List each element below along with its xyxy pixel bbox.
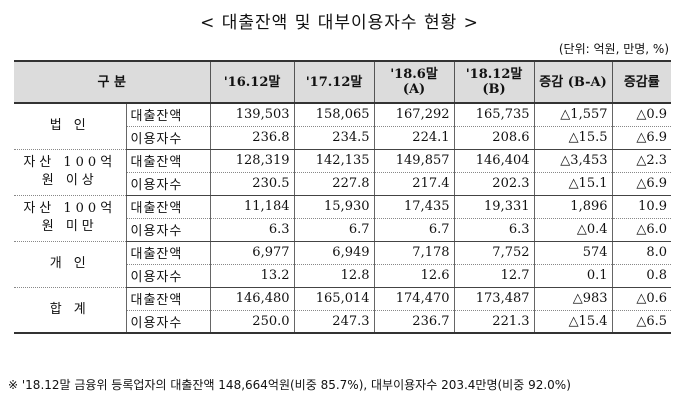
cell-change: △983 xyxy=(533,287,613,311)
cell-c2: 142,135 xyxy=(293,149,375,173)
header-category: 구 분 xyxy=(14,60,211,104)
cell-rate: 8.0 xyxy=(611,241,672,265)
cell-c1: 6.3 xyxy=(209,218,295,242)
row-label: 이용자수 xyxy=(125,264,211,288)
table-row: 자산 100억원 미만 대출잔액 11,184 15,930 17,435 19,331 1… xyxy=(14,195,672,242)
cell-c2: 6.7 xyxy=(293,218,375,242)
loan-status-table: 구 분 '16.12말 '17.12말 '18.6말 (A) '18.12말 (… xyxy=(14,60,672,334)
cell-change: △0.4 xyxy=(533,218,613,242)
cell-c3: 149,857 xyxy=(373,149,455,173)
cell-c4: 146,404 xyxy=(453,149,535,173)
cell-change: △15.4 xyxy=(533,310,613,334)
row-label: 대출잔액 xyxy=(125,195,211,219)
cell-c3: 12.6 xyxy=(373,264,455,288)
cell-c2: 6,949 xyxy=(293,241,375,265)
cell-c4: 19,331 xyxy=(453,195,535,219)
cell-change: △15.1 xyxy=(533,172,613,196)
row-label: 대출잔액 xyxy=(125,241,211,265)
cell-c4: 12.7 xyxy=(453,264,535,288)
cell-c3: 174,470 xyxy=(373,287,455,311)
cell-rate: 0.8 xyxy=(611,264,672,288)
cell-rate: △0.9 xyxy=(611,103,672,127)
cell-change: 1,896 xyxy=(533,195,613,219)
header-c2: '17.12말 xyxy=(293,60,375,104)
cell-change: △3,453 xyxy=(533,149,613,173)
cell-c2: 12.8 xyxy=(293,264,375,288)
cell-c1: 230.5 xyxy=(209,172,295,196)
table-body: 법 인 대출잔액 139,503 158,065 167,292 165,735 △1,55… xyxy=(14,103,672,334)
table-row: 자산 100억원 이상 대출잔액 128,319 142,135 149,857 146,… xyxy=(14,149,672,196)
cell-rate: △6.5 xyxy=(611,310,672,334)
cell-rate: △6.9 xyxy=(611,172,672,196)
group-label: 자산 100억원 이상 xyxy=(14,149,126,196)
row-label: 이용자수 xyxy=(125,172,211,196)
cell-rate: △2.3 xyxy=(611,149,672,173)
cell-change: 0.1 xyxy=(533,264,613,288)
header-c3: '18.6말 (A) xyxy=(373,60,455,104)
cell-rate: △6.0 xyxy=(611,218,672,242)
cell-c1: 236.8 xyxy=(209,126,295,150)
page-title: < 대출잔액 및 대부이용자수 현황 > xyxy=(200,13,479,33)
table-row: 이용자수 6.3 6.7 6.7 6.3 △0.4 △6.0 xyxy=(14,218,672,242)
unit-note: (단위: 억원, 만명, %) xyxy=(558,42,669,56)
header-rate: 증감률 xyxy=(611,60,672,104)
group-label: 합 계 xyxy=(14,287,126,334)
cell-c3: 224.1 xyxy=(373,126,455,150)
group-label: 개 인 xyxy=(14,241,126,288)
row-label: 대출잔액 xyxy=(125,149,211,173)
cell-c1: 128,319 xyxy=(209,149,295,173)
row-label: 이용자수 xyxy=(125,126,211,150)
cell-c1: 250.0 xyxy=(209,310,295,334)
cell-change: 574 xyxy=(533,241,613,265)
cell-rate: 10.9 xyxy=(611,195,672,219)
cell-c1: 139,503 xyxy=(209,103,295,127)
cell-c4: 173,487 xyxy=(453,287,535,311)
group-label: 자산 100억원 미만 xyxy=(14,195,126,242)
row-label: 이용자수 xyxy=(125,310,211,334)
cell-c4: 165,735 xyxy=(453,103,535,127)
cell-c3: 217.4 xyxy=(373,172,455,196)
header-change: 증감 (B-A) xyxy=(533,60,613,104)
footnote: ※ '18.12말 금융위 등록업자의 대출잔액 148,664억원(비중 85… xyxy=(8,378,571,392)
group-label: 법 인 xyxy=(14,103,126,150)
cell-c3: 17,435 xyxy=(373,195,455,219)
cell-c3: 167,292 xyxy=(373,103,455,127)
row-label: 대출잔액 xyxy=(125,287,211,311)
cell-c1: 6,977 xyxy=(209,241,295,265)
cell-c4: 6.3 xyxy=(453,218,535,242)
cell-change: △1,557 xyxy=(533,103,613,127)
header-c1: '16.12말 xyxy=(209,60,295,104)
cell-c4: 221.3 xyxy=(453,310,535,334)
cell-c2: 158,065 xyxy=(293,103,375,127)
cell-change: △15.5 xyxy=(533,126,613,150)
cell-c1: 146,480 xyxy=(209,287,295,311)
cell-c3: 236.7 xyxy=(373,310,455,334)
table-row: 법 인 대출잔액 139,503 158,065 167,292 165,735 △1,55… xyxy=(14,103,672,150)
cell-rate: △0.6 xyxy=(611,287,672,311)
table-row: 이용자수 236.8 234.5 224.1 208.6 △15.5 △6.9 xyxy=(14,126,672,150)
cell-rate: △6.9 xyxy=(611,126,672,150)
cell-c3: 7,178 xyxy=(373,241,455,265)
table-row: 이용자수 230.5 227.8 217.4 202.3 △15.1 △6.9 xyxy=(14,172,672,196)
table-row: 합 계 대출잔액 146,480 165,014 174,470 173,487 △983 △… xyxy=(14,287,672,334)
cell-c2: 247.3 xyxy=(293,310,375,334)
cell-c4: 208.6 xyxy=(453,126,535,150)
cell-c1: 11,184 xyxy=(209,195,295,219)
cell-c4: 7,752 xyxy=(453,241,535,265)
cell-c2: 15,930 xyxy=(293,195,375,219)
table-row: 이용자수 13.2 12.8 12.6 12.7 0.1 0.8 xyxy=(14,264,672,288)
cell-c4: 202.3 xyxy=(453,172,535,196)
cell-c2: 234.5 xyxy=(293,126,375,150)
table-row: 개 인 대출잔액 6,977 6,949 7,178 7,752 574 8.0 xyxy=(14,241,672,288)
cell-c2: 227.8 xyxy=(293,172,375,196)
header-c4: '18.12말 (B) xyxy=(453,60,535,104)
row-label: 이용자수 xyxy=(125,218,211,242)
cell-c1: 13.2 xyxy=(209,264,295,288)
cell-c2: 165,014 xyxy=(293,287,375,311)
table-row: 이용자수 250.0 247.3 236.7 221.3 △15.4 △6.5 xyxy=(14,310,672,334)
row-label: 대출잔액 xyxy=(125,103,211,127)
cell-c3: 6.7 xyxy=(373,218,455,242)
header-row: 구 분 '16.12말 '17.12말 '18.6말 (A) '18.12말 (… xyxy=(14,60,672,104)
